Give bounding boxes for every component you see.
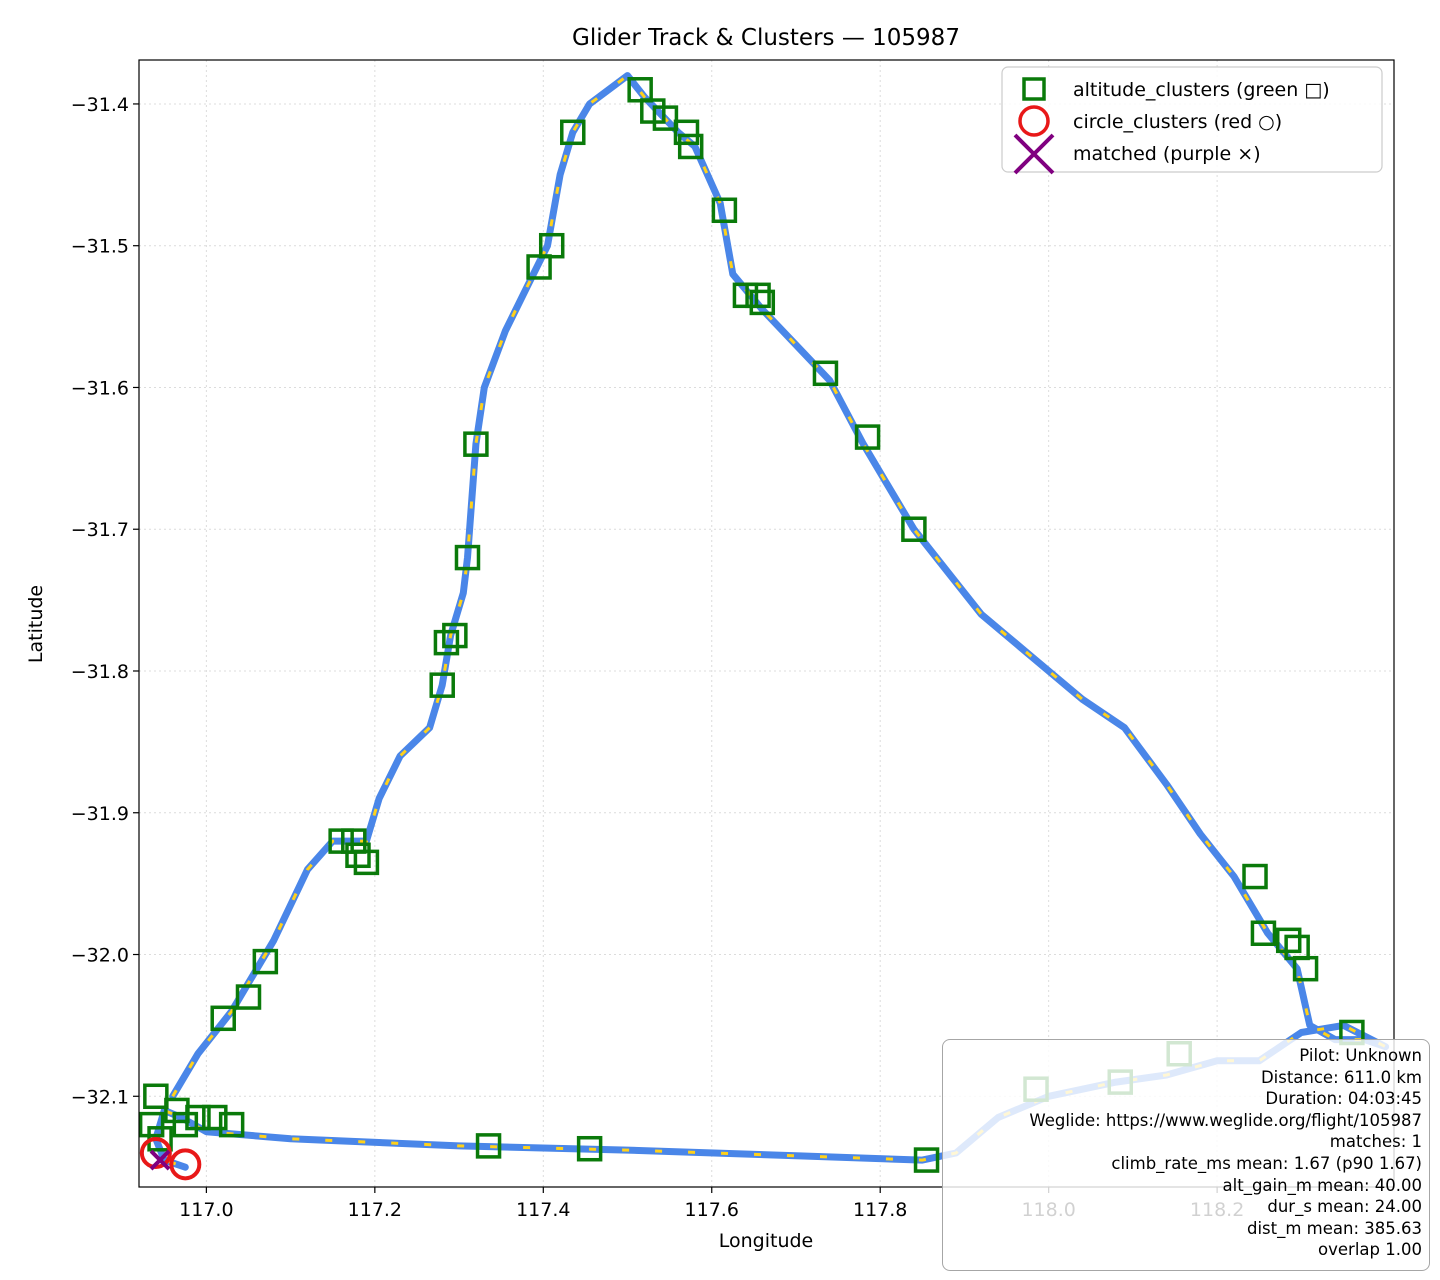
y-axis: −31.4 −31.5 −31.6 −31.7 −31.8 −31.9 −32.0 −32.1 bbox=[71, 94, 139, 1108]
altitude-cluster-marker bbox=[185, 1104, 211, 1131]
track-line bbox=[152, 72, 1390, 1171]
altitude-cluster-marker bbox=[252, 948, 279, 975]
altitude-cluster-marker bbox=[433, 629, 460, 656]
legend-marker-altitude bbox=[1022, 77, 1046, 101]
y-tick-label: −31.9 bbox=[71, 803, 129, 825]
x-tick-label: 117.0 bbox=[179, 1199, 233, 1221]
x-axis-label: Longitude bbox=[719, 1230, 814, 1252]
info-duration: Duration: 04:03:45 bbox=[1265, 1089, 1422, 1109]
info-weglide-link: Weglide: https://www.weglide.org/flight/… bbox=[1029, 1110, 1422, 1130]
matched-points bbox=[149, 1149, 171, 1171]
circle-cluster-marker bbox=[169, 1148, 202, 1181]
chart-title: Glider Track & Clusters — 105987 bbox=[572, 25, 960, 51]
grid bbox=[139, 60, 1394, 1187]
info-dur: dur_s mean: 24.00 bbox=[1267, 1197, 1422, 1217]
track-point-markers bbox=[154, 73, 1387, 1169]
altitude-cluster-marker bbox=[745, 282, 771, 309]
altitude-cluster-marker bbox=[560, 119, 586, 146]
altitude-cluster-marker bbox=[143, 1083, 169, 1110]
info-alt-gain: alt_gain_m mean: 40.00 bbox=[1222, 1175, 1422, 1195]
legend-label-circle: circle_clusters (red ○) bbox=[1073, 111, 1282, 133]
plot-frame bbox=[138, 59, 1395, 1188]
altitude-cluster-marker bbox=[677, 133, 704, 160]
altitude-cluster-marker bbox=[901, 516, 927, 542]
altitude-cluster-marker bbox=[576, 1135, 603, 1162]
altitude-cluster-marker bbox=[1250, 920, 1277, 946]
altitude-cluster-marker bbox=[812, 360, 839, 387]
y-tick-label: −31.4 bbox=[71, 94, 129, 116]
legend-label-matched: matched (purple ×) bbox=[1073, 143, 1261, 165]
matched-marker bbox=[149, 1149, 171, 1171]
altitude-cluster-marker bbox=[202, 1104, 228, 1131]
altitude-clusters bbox=[139, 77, 1365, 1173]
altitude-cluster-marker bbox=[711, 197, 738, 224]
altitude-cluster-marker bbox=[235, 984, 262, 1010]
legend-label-altitude: altitude_clusters (green □) bbox=[1073, 79, 1330, 101]
altitude-cluster-marker bbox=[1292, 955, 1319, 982]
info-matches: matches: 1 bbox=[1329, 1132, 1422, 1152]
altitude-cluster-marker bbox=[210, 1005, 236, 1032]
altitude-cluster-marker bbox=[913, 1147, 940, 1173]
y-axis-label: Latitude bbox=[25, 585, 47, 663]
info-distance: Distance: 611.0 km bbox=[1260, 1067, 1422, 1087]
info-overlap: overlap 1.00 bbox=[1318, 1240, 1422, 1260]
legend-marker-circle bbox=[1018, 105, 1050, 137]
track bbox=[152, 72, 1390, 1171]
altitude-cluster-marker bbox=[538, 232, 565, 259]
altitude-cluster-marker bbox=[218, 1111, 245, 1138]
flight-info-box: Pilot: Unknown Distance: 611.0 km Durati… bbox=[942, 1039, 1430, 1271]
altitude-cluster-marker bbox=[454, 544, 481, 571]
altitude-cluster-marker bbox=[1275, 927, 1302, 954]
altitude-cluster-marker bbox=[353, 849, 380, 876]
legend-marker-matched bbox=[1013, 133, 1055, 175]
altitude-cluster-marker bbox=[749, 289, 776, 316]
info-dist: dist_m mean: 385.63 bbox=[1246, 1218, 1422, 1238]
altitude-cluster-marker bbox=[442, 622, 468, 649]
info-pilot: Pilot: Unknown bbox=[1299, 1046, 1422, 1065]
info-climb-rate: climb_rate_ms mean: 1.67 (p90 1.67) bbox=[1111, 1153, 1422, 1173]
legend-frame bbox=[1001, 66, 1383, 173]
y-tick-label: −31.8 bbox=[71, 661, 129, 683]
y-tick-label: −31.7 bbox=[71, 519, 129, 541]
x-tick-label: 117.2 bbox=[348, 1199, 402, 1221]
altitude-cluster-marker bbox=[345, 842, 371, 869]
x-tick-label: 117.4 bbox=[516, 1199, 570, 1221]
y-tick-label: −31.5 bbox=[71, 236, 129, 258]
altitude-cluster-marker bbox=[463, 431, 489, 457]
altitude-cluster-marker bbox=[475, 1133, 502, 1159]
altitude-cluster-marker bbox=[429, 672, 455, 698]
altitude-cluster-marker bbox=[854, 424, 881, 450]
y-tick-label: −32.0 bbox=[71, 945, 129, 967]
altitude-cluster-marker bbox=[1242, 863, 1268, 890]
y-tick-label: −31.6 bbox=[71, 377, 129, 399]
legend: altitude_clusters (green □) circle_clust… bbox=[1001, 66, 1383, 175]
x-tick-label: 117.8 bbox=[853, 1199, 907, 1221]
altitude-cluster-marker bbox=[652, 105, 679, 131]
altitude-cluster-marker bbox=[139, 1111, 165, 1138]
x-tick-label: 117.6 bbox=[685, 1199, 739, 1221]
y-tick-label: −32.1 bbox=[71, 1086, 129, 1108]
altitude-cluster-marker bbox=[673, 119, 700, 146]
